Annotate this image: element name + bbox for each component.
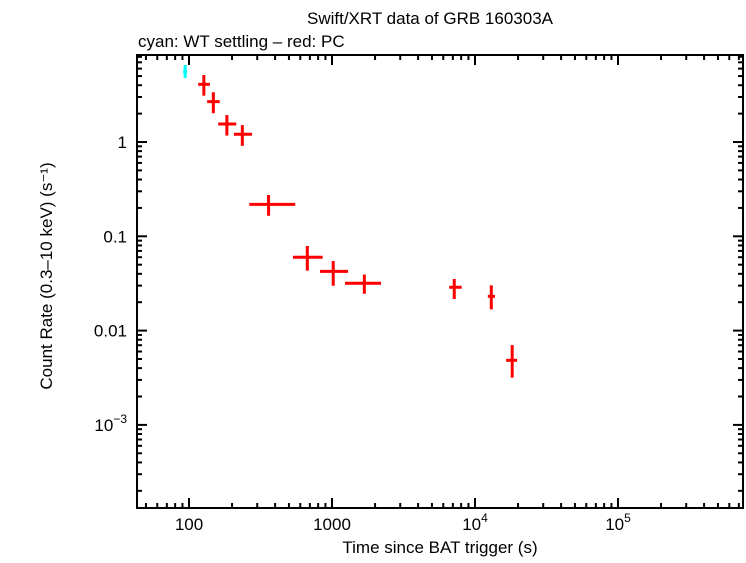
x-tick-label-exponent: 4: [481, 511, 488, 525]
chart-subtitle: cyan: WT settling – red: PC: [138, 32, 345, 51]
x-tick-label: 100: [175, 515, 203, 534]
pc-data-point: [207, 92, 220, 114]
x-tick-label: 1000: [313, 515, 351, 534]
pc-data-point: [249, 195, 296, 216]
y-tick-label: 0.1: [103, 227, 127, 246]
pc-data-point: [198, 75, 210, 96]
y-tick-label-exponent: −3: [113, 412, 127, 426]
chart-title: Swift/XRT data of GRB 160303A: [307, 9, 554, 28]
pc-data-point: [506, 345, 518, 378]
y-tick-label: 10−3: [94, 412, 127, 435]
x-tick-label-exponent: 5: [624, 511, 631, 525]
pc-data-point: [487, 285, 496, 310]
wt-data-point: [183, 64, 188, 79]
pc-data-point: [449, 278, 462, 300]
x-tick-label: 105: [605, 511, 631, 534]
plot-frame: [136, 54, 744, 509]
pc-data-point: [233, 125, 253, 146]
data-points: [183, 64, 518, 378]
y-tick-label: 1: [118, 133, 127, 152]
x-tick-label: 104: [462, 511, 488, 534]
pc-data-point: [218, 115, 237, 136]
y-tick-label: 0.01: [94, 322, 127, 341]
y-axis-label: Count Rate (0.3–10 keV) (s⁻¹): [37, 162, 56, 389]
pc-data-point: [345, 274, 382, 294]
pc-data-point: [319, 261, 349, 286]
tick-labels: 100 1000 104 105 1 0.1 0.01 10−3: [94, 133, 631, 534]
x-axis-label: Time since BAT trigger (s): [342, 538, 537, 557]
pc-data-point: [292, 246, 323, 271]
